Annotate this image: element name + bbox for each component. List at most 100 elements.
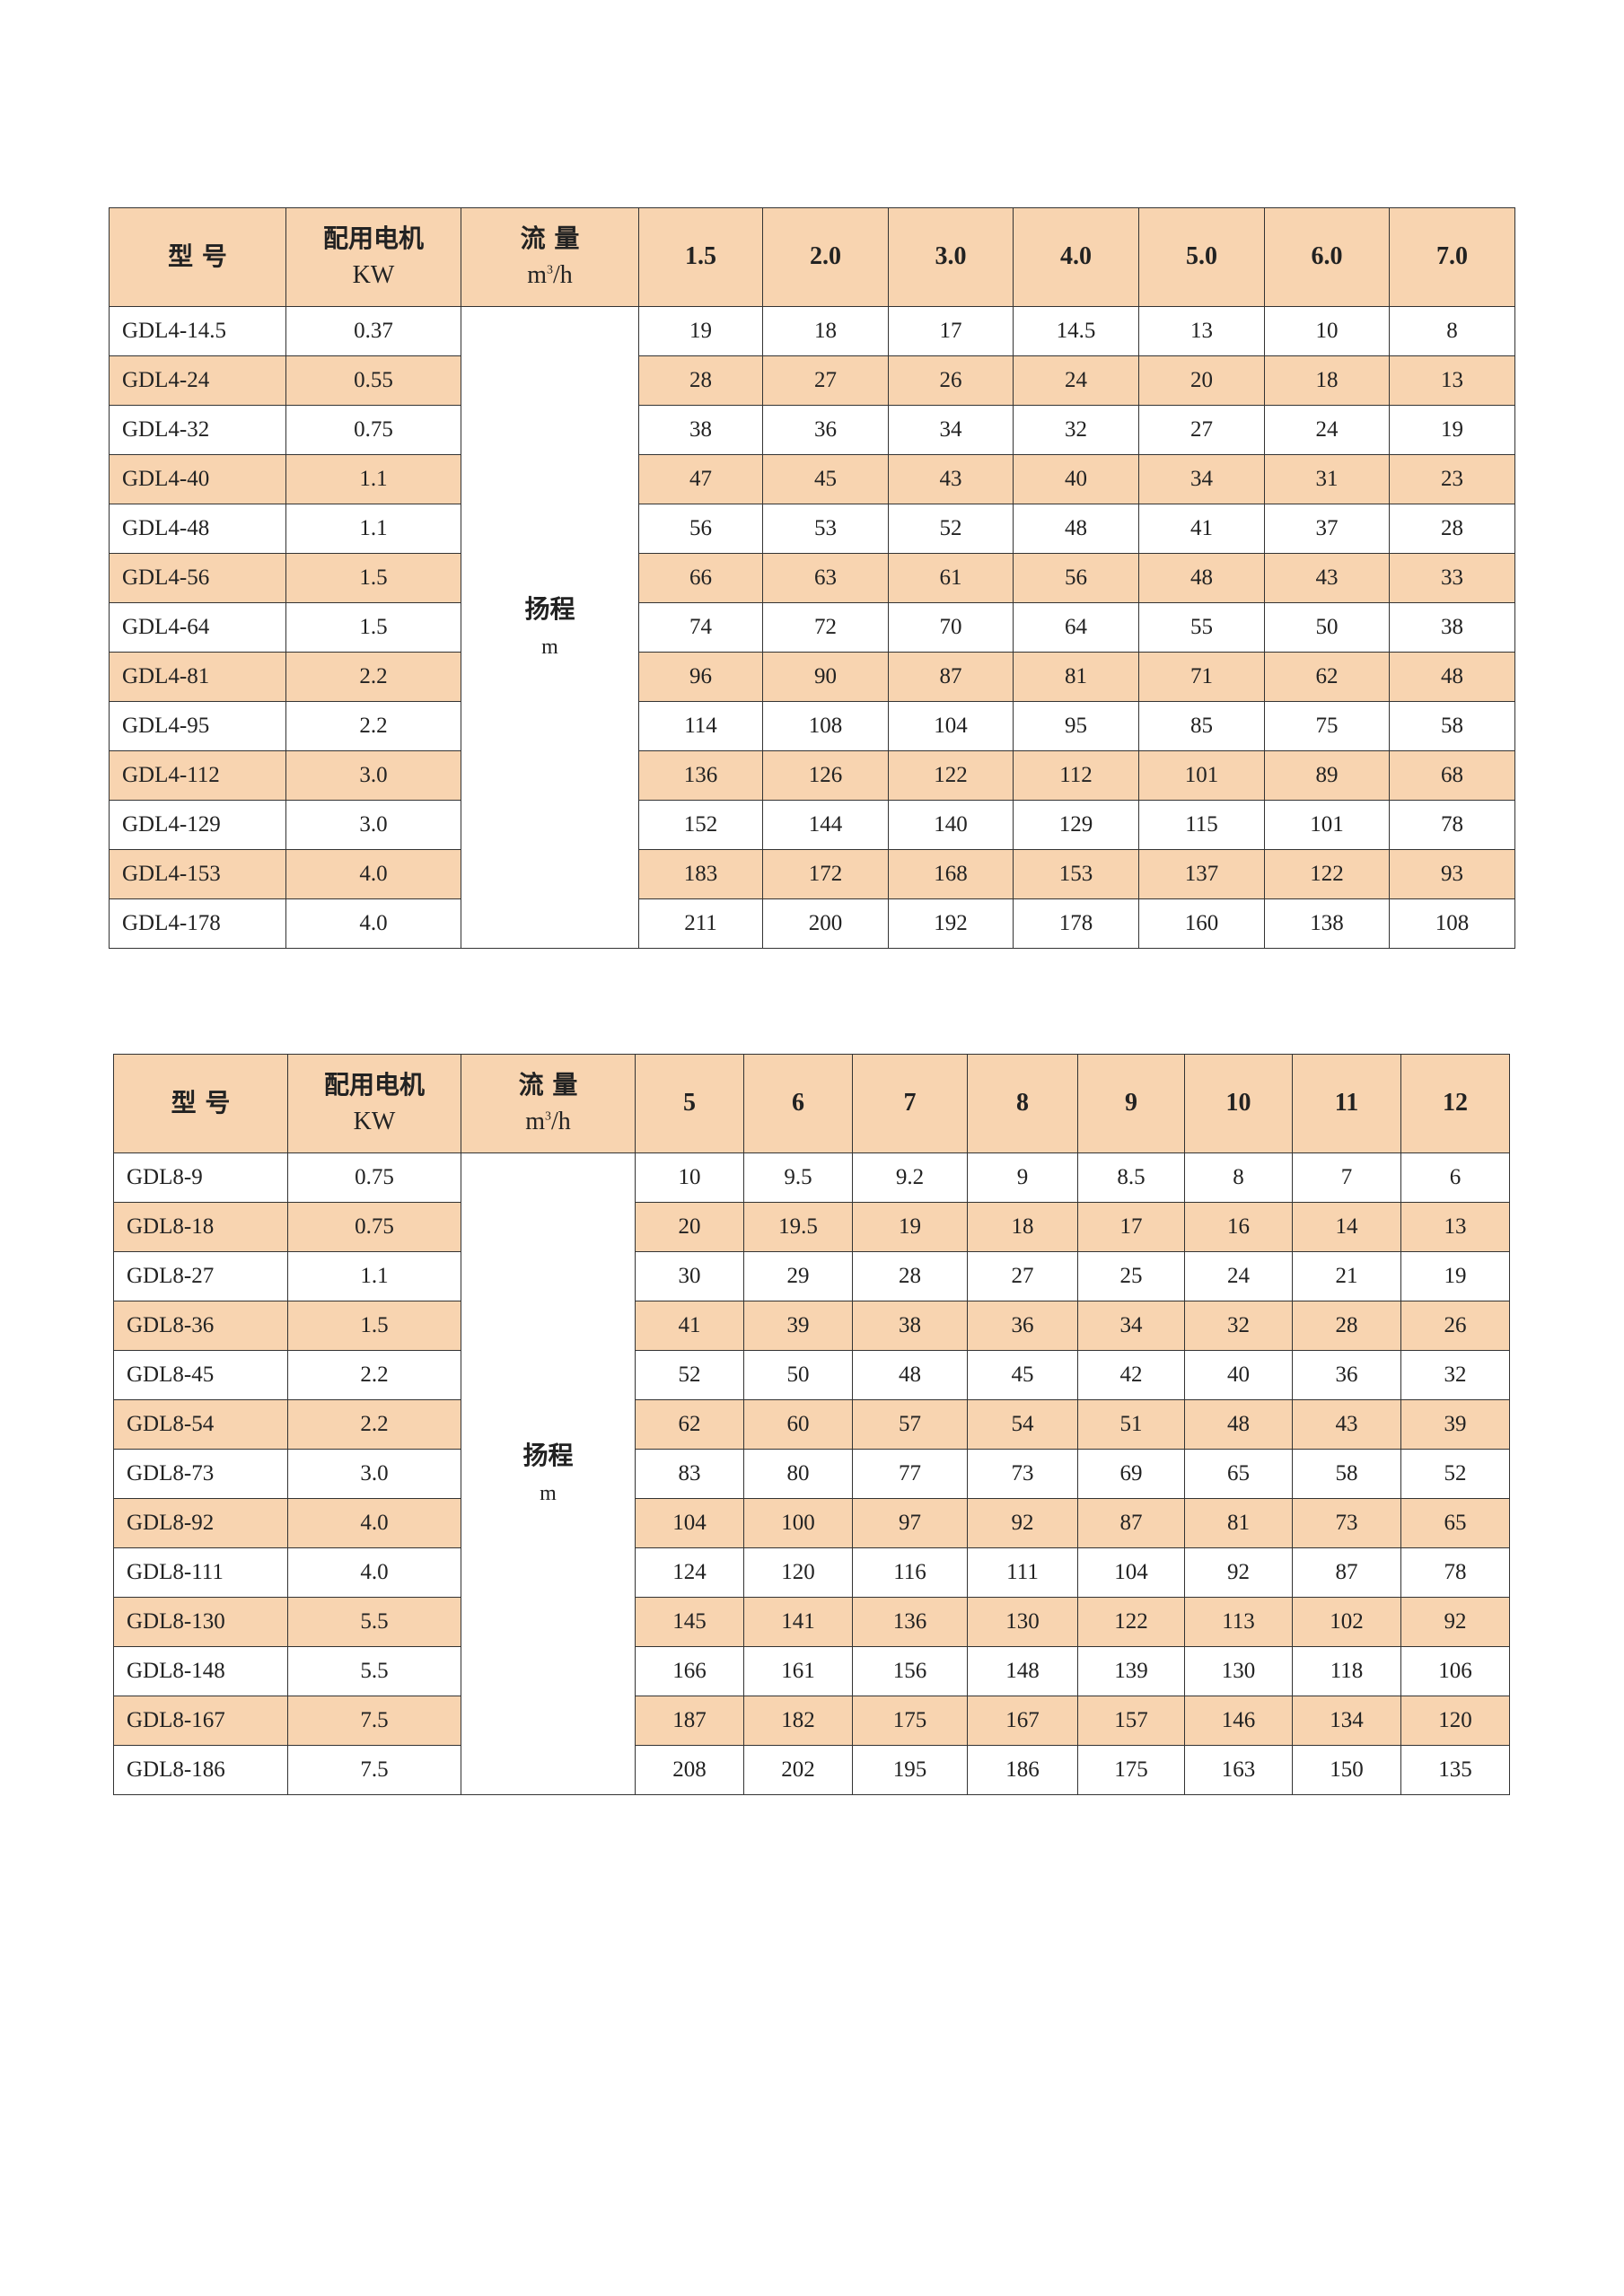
head-value-cell: 148 [967,1646,1078,1696]
head-value-cell: 129 [1013,800,1139,850]
head-value-cell: 73 [967,1449,1078,1499]
head-value-cell: 48 [1138,553,1265,603]
motor-kw-cell: 1.1 [287,1251,461,1301]
motor-kw-cell: 2.2 [285,652,461,702]
head-value-cell: 9.5 [743,1152,853,1203]
head-value-cell: 38 [638,405,763,455]
head-value-cell: 104 [635,1498,744,1548]
head-value-cell: 58 [1292,1449,1401,1499]
head-value-cell: 163 [1184,1745,1293,1795]
model-cell: GDL4-48 [109,504,286,554]
head-value-cell: 122 [1264,849,1390,899]
table-row: GDL8-186 7.5 208 202 195 186 175 163 150 135 [113,1745,1510,1795]
head-value-cell: 31 [1264,454,1390,504]
header-model: 型 号 [109,207,286,307]
model-cell: GDL8-18 [113,1202,288,1252]
head-value-cell: 166 [635,1646,744,1696]
head-label: 扬程 [522,1441,574,1471]
head-value-cell: 30 [635,1251,744,1301]
head-value-cell: 114 [638,701,763,751]
header-flow-value: 6.0 [1264,207,1390,307]
header-flow-value: 9 [1077,1054,1185,1153]
head-value-cell: 48 [1184,1399,1293,1450]
head-value-cell: 168 [888,849,1014,899]
head-value-cell: 41 [635,1301,744,1351]
head-value-cell: 61 [888,553,1014,603]
head-value-cell: 70 [888,602,1014,653]
table-row: GDL8-27 1.1 30 29 28 27 25 24 21 19 [113,1251,1510,1301]
motor-kw-cell: 3.0 [285,800,461,850]
head-value-cell: 87 [888,652,1014,702]
table-row: GDL4-81 2.2 96 90 87 81 71 62 48 [109,652,1515,702]
head-value-cell: 101 [1138,750,1265,801]
head-value-cell: 87 [1292,1547,1401,1598]
pump-table-gdl8: 型 号配用电机 KW 流 量 m3/h 5 6 7 8 9 10 11 12 GDL8-9 0.75 扬程 m… [113,1054,1510,1795]
head-value-cell: 77 [852,1449,968,1499]
head-value-cell: 136 [638,750,763,801]
head-value-cell: 146 [1184,1696,1293,1746]
head-value-cell: 96 [638,652,763,702]
model-cell: GDL8-186 [113,1745,288,1795]
header-flow-value: 7 [852,1054,968,1153]
head-value-cell: 152 [638,800,763,850]
head-value-cell: 120 [1400,1696,1510,1746]
head-value-cell: 187 [635,1696,744,1746]
head-value-cell: 202 [743,1745,853,1795]
head-value-cell: 19 [638,306,763,356]
head-value-cell: 80 [743,1449,853,1499]
head-value-cell: 139 [1077,1646,1185,1696]
head-value-cell: 43 [1292,1399,1401,1450]
flow-unit-tail: /h [553,260,573,289]
table-row: GDL8-18 0.75 20 19.5 19 18 17 16 14 13 [113,1202,1510,1252]
head-value-cell: 33 [1389,553,1515,603]
motor-kw-cell: 1.1 [285,504,461,554]
head-value-cell: 41 [1138,504,1265,554]
head-value-cell: 10 [1264,306,1390,356]
model-cell: GDL4-112 [109,750,286,801]
head-value-cell: 50 [743,1350,853,1400]
head-value-cell: 178 [1013,898,1139,949]
header-flow-unit: m3/h [461,1104,635,1141]
head-value-cell: 156 [852,1646,968,1696]
head-value-cell: 26 [1400,1301,1510,1351]
head-value-cell: 24 [1184,1251,1293,1301]
head-value-cell: 120 [743,1547,853,1598]
head-value-cell: 54 [967,1399,1078,1450]
head-value-cell: 90 [762,652,889,702]
head-unit: m [540,1482,557,1506]
motor-kw-cell: 0.75 [287,1152,461,1203]
head-value-cell: 118 [1292,1646,1401,1696]
head-value-cell: 112 [1013,750,1139,801]
header-flow-label: 流 量 [520,223,580,253]
model-cell: GDL8-148 [113,1646,288,1696]
head-value-cell: 6 [1400,1152,1510,1203]
head-label-cell: 扬程 m [461,306,639,949]
motor-kw-cell: 3.0 [285,750,461,801]
head-value-cell: 17 [1077,1202,1185,1252]
head-value-cell: 8.5 [1077,1152,1185,1203]
head-value-cell: 81 [1184,1498,1293,1548]
head-value-cell: 55 [1138,602,1265,653]
head-value-cell: 53 [762,504,889,554]
motor-kw-cell: 4.0 [287,1498,461,1548]
head-value-cell: 14 [1292,1202,1401,1252]
head-value-cell: 100 [743,1498,853,1548]
header-flow: 流 量 m3/h [461,207,639,307]
table-row: GDL4-153 4.0 183 172 168 153 137 122 93 [109,849,1515,899]
head-value-cell: 137 [1138,849,1265,899]
head-value-cell: 56 [1013,553,1139,603]
head-value-cell: 36 [967,1301,1078,1351]
head-value-cell: 71 [1138,652,1265,702]
head-value-cell: 72 [762,602,889,653]
head-value-cell: 95 [1013,701,1139,751]
model-cell: GDL4-153 [109,849,286,899]
head-value-cell: 135 [1400,1745,1510,1795]
header-flow-label: 流 量 [518,1069,578,1100]
head-value-cell: 81 [1013,652,1139,702]
head-value-cell: 38 [852,1301,968,1351]
model-cell: GDL4-24 [109,355,286,406]
head-value-cell: 69 [1077,1449,1185,1499]
motor-kw-cell: 1.5 [287,1301,461,1351]
head-value-cell: 52 [1400,1449,1510,1499]
table-row: GDL4-64 1.5 74 72 70 64 55 50 38 [109,602,1515,653]
